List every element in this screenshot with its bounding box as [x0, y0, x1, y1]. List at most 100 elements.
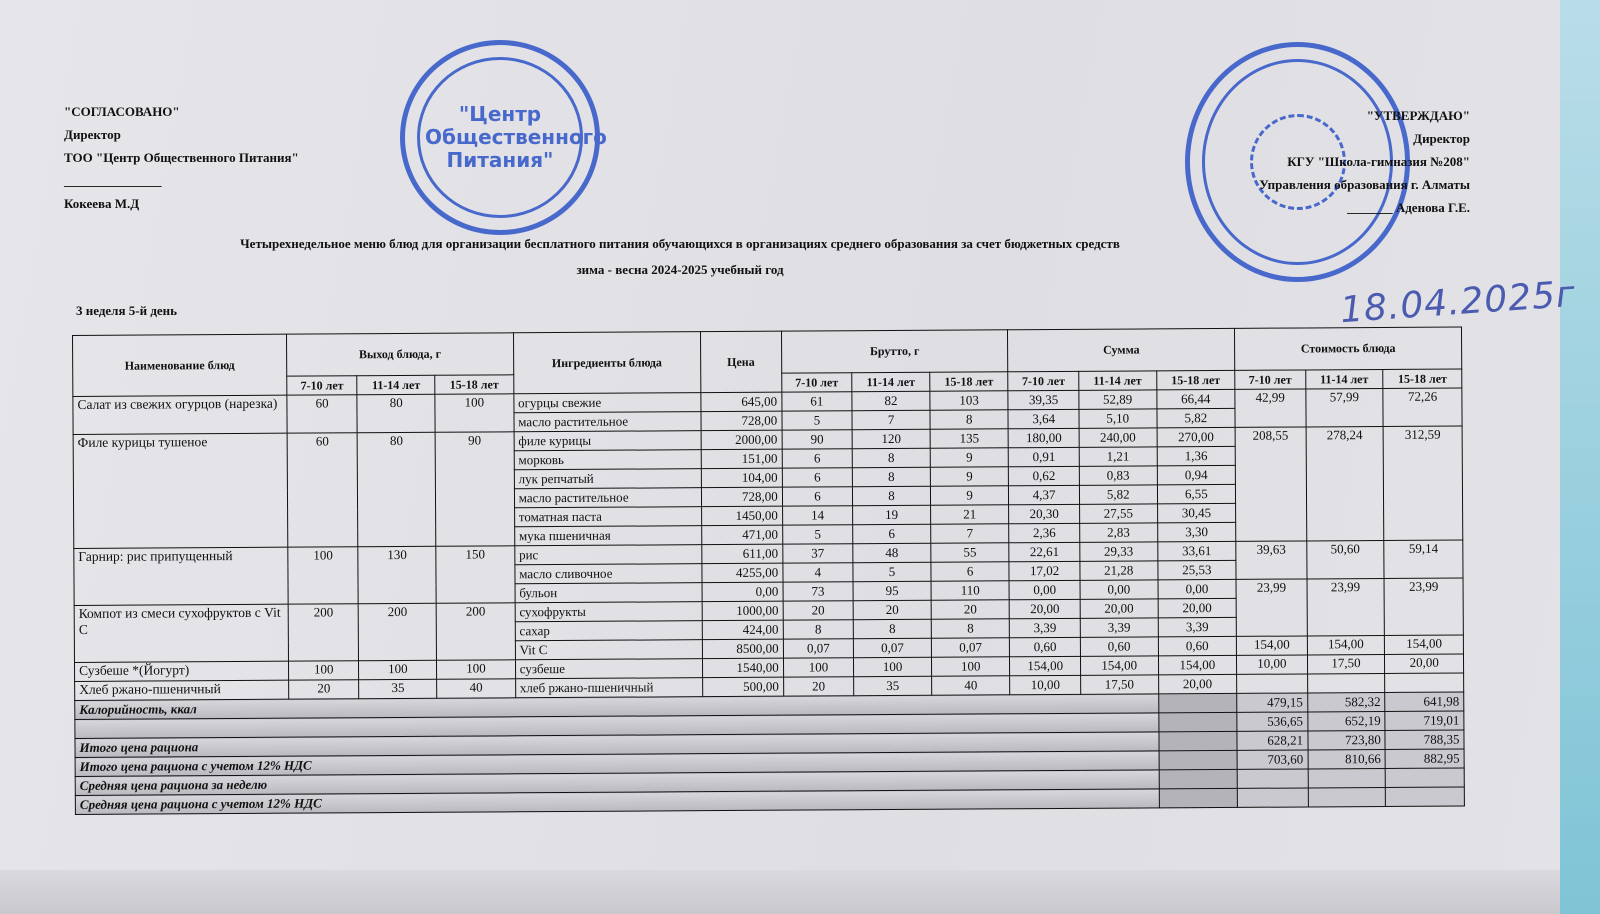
sum-value: 3,39: [1009, 618, 1081, 638]
ingredient-name: сахар: [514, 620, 703, 641]
ingredient-name: огурцы свежие: [513, 392, 701, 413]
sum-value: 0,00: [1157, 579, 1237, 599]
sum-value: 2,36: [1009, 523, 1080, 543]
dish-output: 100: [358, 660, 437, 680]
position: Директор: [64, 127, 121, 142]
dish-cost: 154,00: [1384, 635, 1464, 655]
approval-block-right: "УТВЕРЖДАЮ" Директор КГУ "Школа-гимназия…: [1259, 104, 1470, 219]
header-dish: Наименование блюд: [72, 334, 287, 397]
sum-value: 3,30: [1157, 522, 1236, 542]
sum-value: 4,37: [1008, 485, 1080, 505]
brutto-value: 120: [852, 429, 931, 449]
summary-shade: [1158, 788, 1238, 808]
summary-value: [1237, 768, 1308, 789]
sum-value: 20,30: [1008, 504, 1080, 524]
dish-cost: 72,26: [1383, 388, 1463, 427]
brutto-value: 8: [929, 409, 1009, 430]
brutto-value: 48: [852, 543, 931, 563]
sum-value: 20,00: [1009, 599, 1081, 619]
ingredient-price: 611,00: [701, 544, 783, 564]
brutto-value: 6: [930, 561, 1010, 582]
sum-value: 25,53: [1157, 560, 1237, 580]
organization: ТОО "Центр Общественного Питания": [64, 150, 299, 165]
dish-output: 130: [358, 546, 437, 604]
sum-value: 3,39: [1157, 617, 1237, 637]
sum-value: 20,00: [1157, 598, 1237, 618]
ingredient-name: мука пшеничная: [514, 525, 702, 546]
sum-value: 0,60: [1157, 636, 1237, 656]
sum-value: 29,33: [1079, 541, 1158, 562]
ingredient-name: масло сливочное: [514, 563, 702, 584]
sum-value: 5,10: [1078, 408, 1157, 429]
header-price: Цена: [700, 331, 782, 393]
brutto-value: 61: [781, 391, 853, 412]
sum-value: 0,62: [1008, 466, 1080, 486]
header-age: 15-18 лет: [929, 371, 1009, 392]
brutto-value: 0,07: [931, 637, 1010, 658]
summary-shade: [1158, 731, 1238, 751]
brutto-value: 8: [852, 486, 931, 506]
signatory-name: _______ Аденова Г.Е.: [1347, 200, 1470, 215]
brutto-value: 8: [852, 448, 931, 468]
signature-line: _______________: [64, 173, 162, 188]
dish-cost: 312,59: [1383, 426, 1463, 541]
ingredient-price: 2000,00: [700, 430, 782, 450]
dish-output: 35: [359, 679, 437, 699]
sum-value: 0,00: [1009, 580, 1081, 600]
header-age: 7-10 лет: [286, 375, 358, 396]
brutto-value: 21: [930, 504, 1010, 525]
summary-value: 788,35: [1385, 730, 1465, 750]
brutto-value: 6: [852, 524, 931, 544]
dish-name: Салат из свежих огурцов (нарезка): [72, 395, 288, 435]
organization: КГУ "Школа-гимназия №208": [1287, 154, 1470, 169]
sum-value: 5,82: [1156, 408, 1236, 428]
brutto-value: 6: [782, 467, 853, 488]
summary-value: 652,19: [1307, 711, 1386, 731]
ingredient-name: лук репчатый: [514, 468, 702, 489]
summary-shade: [1158, 693, 1237, 713]
dish-cost: 23,99: [1384, 578, 1464, 636]
ingredient-price: 0,00: [701, 582, 783, 602]
week-day-label: 3 неделя 5-й день: [76, 303, 178, 318]
header-age: 11-14 лет: [357, 375, 436, 395]
header-age: 7-10 лет: [781, 372, 853, 393]
ingredient-price: 728,00: [701, 487, 783, 507]
dish-name: Гарнир: рис припущенный: [73, 547, 289, 606]
summary-shade: [1158, 712, 1238, 732]
brutto-value: 9: [930, 466, 1009, 487]
ingredient-price: 728,00: [700, 411, 782, 431]
dish-cost: 10,00: [1236, 654, 1308, 675]
header-age: 15-18 лет: [434, 374, 514, 395]
sum-value: 20,00: [1158, 674, 1237, 694]
summary-value: [1307, 787, 1386, 807]
brutto-value: 7: [852, 410, 930, 430]
ingredient-price: 645,00: [700, 392, 782, 412]
sum-value: 17,50: [1080, 674, 1159, 695]
sum-value: 22,61: [1009, 542, 1080, 562]
sum-value: 180,00: [1008, 428, 1080, 448]
sum-value: 0,83: [1079, 465, 1158, 486]
header-ingredients: Ингредиенты блюда: [513, 331, 701, 394]
summary-value: 703,60: [1237, 749, 1308, 770]
dish-cost: 42,99: [1235, 388, 1306, 428]
brutto-value: 9: [930, 485, 1009, 506]
brutto-value: 37: [782, 543, 854, 564]
brutto-value: 5: [781, 410, 853, 431]
sum-value: 0,91: [1008, 447, 1080, 467]
dish-cost: 23,99: [1236, 578, 1307, 637]
brutto-value: 0,07: [783, 638, 854, 659]
brutto-value: 8: [852, 467, 931, 487]
header-age: 7-10 лет: [1234, 369, 1306, 390]
dish-cost: 278,24: [1305, 426, 1385, 541]
ingredient-name: масло растительное: [514, 487, 702, 508]
page-shadow: [0, 870, 1560, 914]
dish-name: Хлеб ржано-пшеничный: [74, 680, 289, 701]
dish-output: 200: [288, 603, 359, 662]
brutto-value: 20: [930, 599, 1010, 620]
summary-shade: [1158, 769, 1238, 789]
document-subtitle: зима - весна 2024-2025 учебный год: [576, 262, 784, 277]
brutto-value: 6: [782, 486, 853, 507]
document-title: Четырехнедельное меню блюд для организац…: [240, 236, 1120, 251]
summary-value: 719,01: [1385, 711, 1464, 731]
sum-value: 3,64: [1008, 409, 1079, 429]
